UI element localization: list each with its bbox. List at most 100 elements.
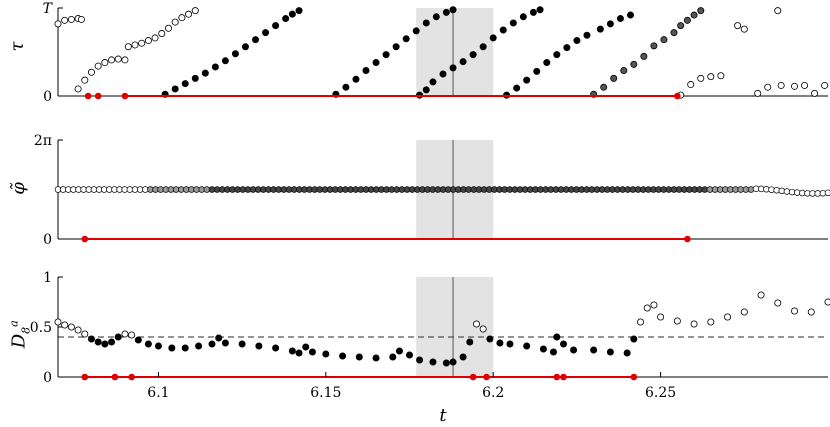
- data-point: [553, 51, 561, 59]
- data-point: [459, 353, 467, 361]
- panel-tau: 0T: [43, 1, 829, 105]
- data-point: [288, 10, 296, 18]
- data-point: [144, 37, 152, 45]
- data-point: [171, 18, 179, 26]
- data-point: [606, 348, 614, 356]
- data-point: [154, 342, 162, 350]
- data-point: [272, 344, 280, 352]
- data-point: [449, 358, 457, 366]
- data-point: [724, 313, 732, 321]
- data-point: [513, 84, 521, 92]
- data-point: [479, 43, 487, 51]
- data-point: [81, 76, 89, 84]
- data-point: [131, 41, 139, 49]
- data-point: [302, 343, 310, 351]
- active-interval-point: [684, 235, 691, 243]
- data-point: [764, 83, 772, 91]
- data-point: [178, 14, 186, 22]
- active-interval-point: [81, 373, 89, 381]
- data-point: [94, 62, 102, 70]
- data-point: [352, 75, 360, 83]
- y-axis-label-phi: φ̃: [8, 182, 29, 195]
- data-point: [416, 356, 424, 364]
- data-point: [121, 56, 129, 64]
- data-point: [740, 308, 748, 316]
- x-tick-label: 6.1: [147, 385, 169, 401]
- data-point: [382, 51, 390, 59]
- data-point: [295, 7, 303, 15]
- data-point: [623, 349, 631, 357]
- data-point: [774, 299, 782, 307]
- data-point: [717, 72, 725, 80]
- data-point: [777, 81, 785, 89]
- data-point: [459, 58, 467, 66]
- y-label-tau-text: τ: [6, 41, 28, 52]
- data-point: [429, 78, 437, 86]
- data-point: [791, 82, 799, 90]
- data-point: [54, 20, 62, 28]
- data-point: [734, 22, 742, 30]
- data-point: [754, 89, 762, 97]
- data-point: [171, 85, 179, 93]
- data-point: [570, 346, 578, 354]
- data-point: [81, 330, 89, 338]
- data-point: [272, 22, 280, 30]
- data-point: [533, 67, 541, 75]
- data-point: [339, 352, 347, 360]
- data-point: [469, 51, 477, 59]
- y-label-phi-text: φ̃: [7, 182, 29, 195]
- data-point: [509, 19, 517, 27]
- data-point: [673, 317, 681, 325]
- active-interval-point: [469, 373, 477, 381]
- data-point: [519, 13, 527, 21]
- active-interval-point: [560, 373, 567, 381]
- y-label-d8a-text: D8a: [7, 320, 33, 349]
- data-point: [616, 15, 624, 23]
- active-interval-point: [553, 373, 561, 381]
- y-axis-label-tau: τ: [6, 42, 27, 52]
- data-point: [128, 331, 136, 339]
- data-point: [158, 30, 166, 38]
- data-point: [479, 325, 487, 333]
- data-point: [138, 39, 146, 47]
- data-point: [432, 13, 440, 21]
- data-point: [121, 330, 129, 338]
- y-tick-label: 1: [43, 270, 52, 286]
- data-point: [191, 7, 199, 15]
- data-point: [637, 318, 645, 326]
- data-point: [697, 7, 705, 15]
- data-point: [422, 19, 430, 27]
- data-point: [590, 346, 598, 354]
- data-point: [412, 27, 420, 35]
- data-point: [295, 349, 303, 357]
- data-point: [740, 25, 748, 33]
- y-tick-label: 0: [43, 89, 52, 105]
- data-point: [791, 307, 799, 315]
- active-interval-point: [630, 373, 638, 381]
- data-point: [670, 29, 678, 37]
- data-point: [108, 338, 116, 346]
- panel-phi: 0 2π: [34, 133, 830, 248]
- data-point: [801, 81, 809, 89]
- data-point: [252, 36, 260, 44]
- data-point: [221, 339, 229, 347]
- data-point: [114, 55, 122, 63]
- data-point: [563, 44, 571, 52]
- data-point: [201, 69, 209, 77]
- data-point: [610, 74, 618, 82]
- data-point: [262, 29, 270, 37]
- data-point: [539, 345, 547, 353]
- data-point: [687, 81, 695, 89]
- data-point: [660, 36, 668, 44]
- data-point: [67, 15, 75, 23]
- data-point: [506, 340, 514, 348]
- data-point: [523, 342, 531, 350]
- data-point: [151, 34, 159, 42]
- active-interval-point: [81, 235, 89, 243]
- data-point: [811, 89, 819, 97]
- active-interval-point: [483, 373, 490, 381]
- data-point: [101, 340, 109, 348]
- data-point: [134, 336, 142, 344]
- active-interval-point: [111, 373, 119, 381]
- data-point: [372, 59, 380, 67]
